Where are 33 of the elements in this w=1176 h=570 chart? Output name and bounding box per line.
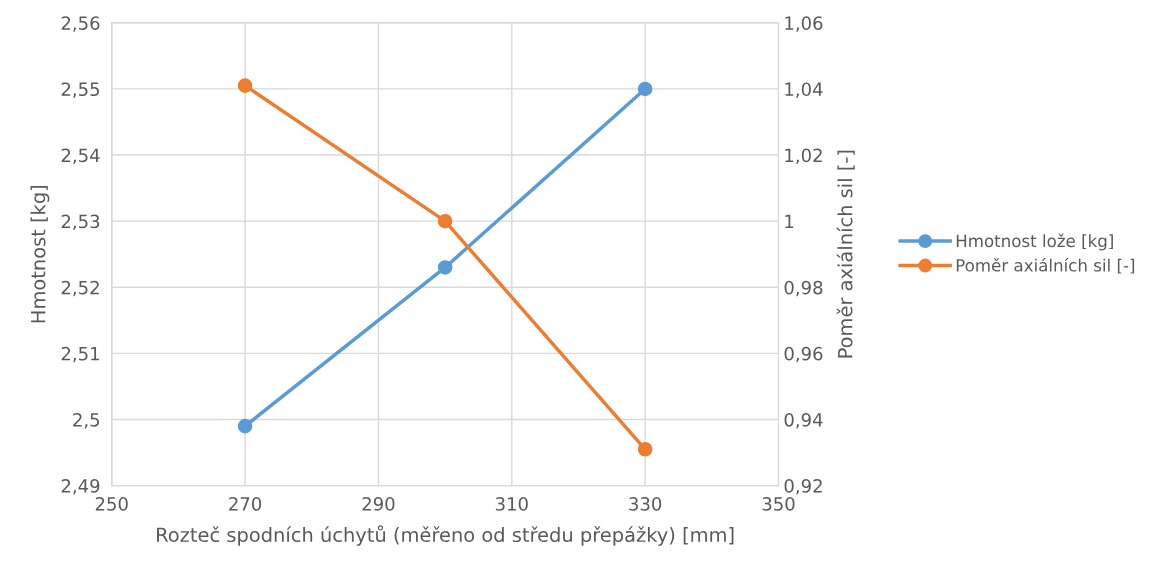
y2-tick-label: 1,04 [785, 82, 823, 98]
point [437, 213, 453, 229]
y2-tick-label: 0,98 [784, 280, 823, 297]
y-tick-label: 2,53 [61, 214, 100, 231]
y-tick-label: 2,52 [61, 280, 99, 297]
y-tick-label: 2,51 [61, 346, 99, 363]
x-tick-label: 330 [629, 497, 662, 511]
y2-tick-label: 1,02 [785, 148, 822, 164]
point [437, 260, 453, 275]
x-axis-title: Rozteč spodních úchytů (měřeno od středu přepážky) [mm] [157, 525, 734, 546]
y2-axis-title: Poměr axiálních sil [-] [836, 150, 855, 358]
y-axis-title: Hmotnost [kg] [30, 185, 50, 323]
y-tick-label: 2,55 [61, 82, 100, 98]
y-tick-label: 2,54 [61, 148, 100, 164]
point [637, 441, 653, 457]
x-tick-label: 250 [95, 497, 128, 511]
x-tick-label: 350 [762, 497, 795, 511]
y2-tick-label: 1 [785, 214, 794, 229]
y2-tick-label: 1,06 [785, 16, 823, 32]
point [637, 81, 653, 97]
y2-tick-label: 0,96 [784, 346, 823, 363]
y2-tick-label: 0,94 [784, 412, 823, 429]
legend-label: Poměr axiálních sil [-] [956, 258, 1135, 274]
x-tick-label: 270 [229, 497, 262, 511]
x-tick-label: 290 [362, 497, 395, 511]
point [237, 78, 253, 93]
y-tick-label: 2,56 [61, 16, 100, 32]
y-tick-label: 2,5 [73, 412, 100, 429]
point [237, 418, 253, 434]
y2-tick-label: 0,92 [784, 479, 822, 495]
y-tick-label: 2,49 [61, 479, 100, 495]
x-tick-label: 310 [495, 497, 528, 511]
legend-label: Hmotnost lože [kg] [956, 233, 1113, 251]
